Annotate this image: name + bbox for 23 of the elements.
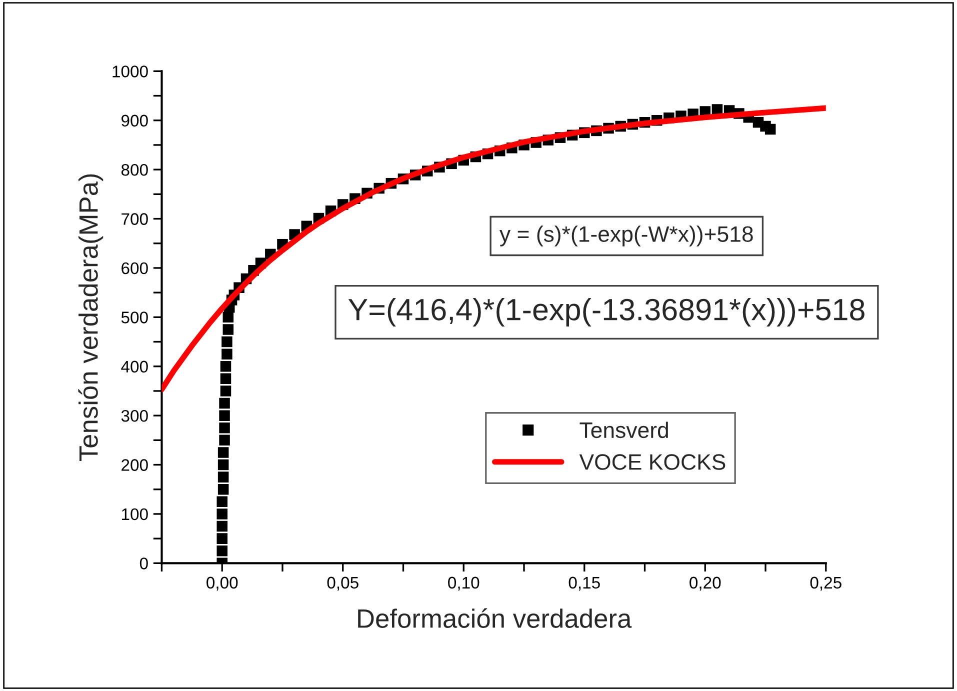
x-tick-label: 0,20	[690, 576, 721, 591]
x-axis-title: Deformación verdadera	[358, 608, 632, 628]
x-tick-label: 0,25	[810, 576, 842, 591]
x-tick-label: 0,10	[448, 576, 480, 591]
y-tick-label: 400	[121, 360, 148, 373]
x-tick-label: 0,00	[206, 576, 238, 591]
y-tick-label: 900	[122, 114, 148, 127]
legend-label: VOCE KOCKS	[579, 454, 726, 470]
y-axis-title: Tensión verdadera(MPa)	[78, 174, 104, 462]
y-tick-label: 800	[121, 164, 148, 176]
y-tick-label: 0	[140, 558, 148, 570]
y-tick-label: 700	[122, 213, 148, 225]
legend-label: Tensverd	[580, 422, 668, 438]
y-tick-label: 200	[122, 459, 148, 471]
y-tick-label: 300	[121, 410, 148, 422]
y-tick-label: 100	[122, 508, 148, 520]
y-tick-label: 500	[121, 312, 148, 324]
x-tick-label: 0,15	[568, 576, 600, 591]
annotation: y = (s)*(1-exp(-W*x))+518	[500, 226, 753, 246]
x-tick-label: 0,05	[327, 576, 358, 591]
y-tick-label: 600	[122, 262, 148, 274]
y-tick-label: 1000	[112, 66, 148, 78]
annotation: Y=(416,4)*(1-exp(-13.36891*(x)))+518	[348, 298, 864, 326]
